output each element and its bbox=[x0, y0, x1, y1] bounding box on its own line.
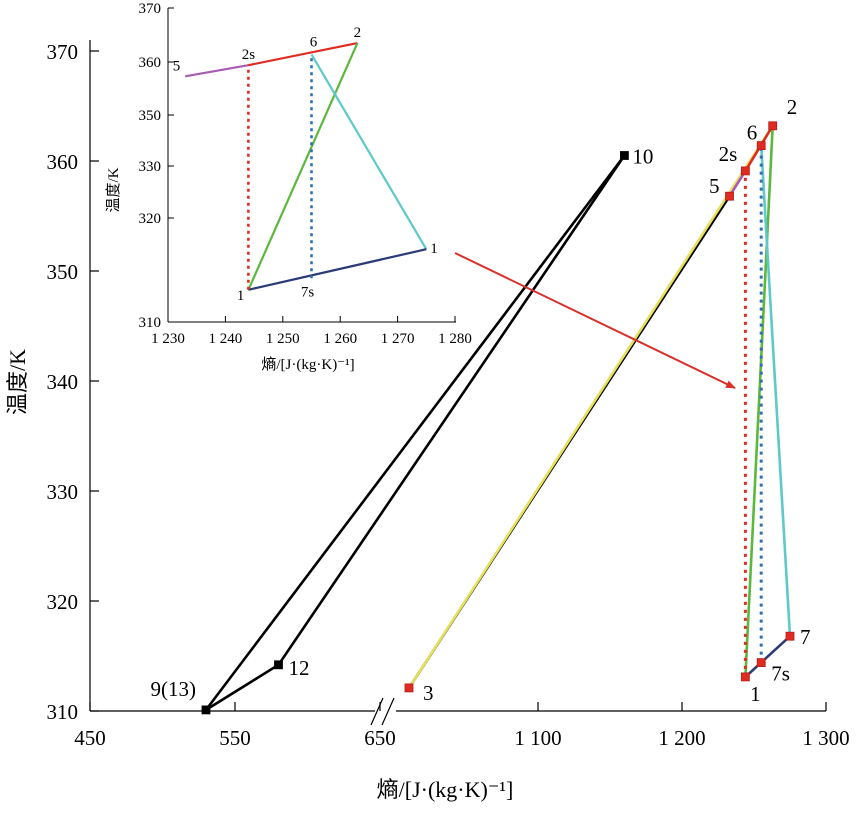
y-tick-label-340: 340 bbox=[47, 370, 79, 394]
main-series-line-6 bbox=[744, 125, 774, 677]
callout-arrow bbox=[454, 252, 736, 389]
inset-y-tick-label-360: 360 bbox=[139, 55, 162, 71]
inset-series-line-3 bbox=[310, 53, 428, 250]
inset-series-line-1 bbox=[248, 42, 358, 67]
point-label-2: 2 bbox=[787, 95, 798, 119]
inset-point-label-1-6: 1 bbox=[430, 241, 438, 257]
marker-6 bbox=[756, 141, 766, 151]
point-label-9-13: 9(13) bbox=[151, 677, 197, 701]
point-label-1: 1 bbox=[750, 682, 761, 706]
main-x-axis-title: 熵/[J·(kg·K)⁻¹] bbox=[377, 777, 514, 802]
inset-point-label-6-2: 6 bbox=[310, 34, 318, 50]
point-label-12: 12 bbox=[289, 656, 310, 680]
inset-x-ticks: 1 230 1 240 1 250 1 260 1 270 1 280 bbox=[151, 316, 472, 347]
inset-series-line-4 bbox=[248, 248, 427, 291]
main-marker-layer bbox=[201, 121, 795, 715]
axis-break-mark-2 bbox=[381, 697, 395, 726]
main-series-line-3 bbox=[407, 125, 774, 689]
main-series-layer bbox=[204, 125, 792, 712]
main-series-line-8 bbox=[744, 635, 791, 678]
point-label-7s: 7s bbox=[771, 662, 790, 686]
inset-series-line-0 bbox=[185, 64, 249, 78]
marker-7 bbox=[785, 631, 795, 641]
marker-9-13 bbox=[201, 705, 211, 715]
point-label-10: 10 bbox=[632, 145, 653, 169]
inset-y-tick-label-370: 370 bbox=[139, 1, 162, 17]
x-tick-label-650: 650 bbox=[364, 726, 396, 750]
marker-1 bbox=[740, 672, 750, 682]
inset-y-axis-title: 温度/K bbox=[105, 167, 122, 212]
point-label-3: 3 bbox=[423, 681, 434, 705]
inset-x-tick-label-1-260: 1 260 bbox=[323, 331, 357, 347]
inset-series-layer bbox=[185, 42, 428, 291]
marker-7s bbox=[756, 658, 766, 667]
inset-point-labels: 5 2s 6 2 1 7s 1 bbox=[173, 25, 438, 304]
x-tick-label-1-200: 1 200 bbox=[658, 726, 705, 750]
marker-3 bbox=[404, 683, 414, 693]
axis-break-mark-1 bbox=[370, 697, 384, 726]
inset-point-label-7s-5: 7s bbox=[301, 284, 315, 300]
inset-point-label-5-0: 5 bbox=[173, 58, 181, 74]
marker-5 bbox=[725, 191, 734, 201]
inset-x-tick-label-1-250: 1 250 bbox=[266, 331, 300, 347]
y-tick-label-320: 320 bbox=[47, 590, 79, 614]
inset-series-line-2 bbox=[247, 42, 359, 291]
inset-point-label-2s-1: 2s bbox=[242, 47, 256, 63]
marker-12 bbox=[274, 660, 283, 670]
point-label-6: 6 bbox=[747, 121, 758, 145]
main-x-ticks: 450 550 650 1 100 1 200 1 300 bbox=[74, 702, 850, 750]
x-tick-label-1-100: 1 100 bbox=[514, 726, 561, 750]
inset-x-tick-label-1-280: 1 280 bbox=[438, 331, 472, 347]
inset-x-tick-label-1-230: 1 230 bbox=[151, 331, 185, 347]
x-tick-label-1-300: 1 300 bbox=[802, 726, 849, 750]
inset-y-tick-label-330: 330 bbox=[139, 159, 162, 175]
marker-2 bbox=[768, 121, 778, 131]
main-y-axis-title: 温度/K bbox=[5, 349, 30, 415]
inset-y-tick-label-350: 350 bbox=[139, 108, 162, 124]
y-tick-label-350: 350 bbox=[47, 260, 79, 284]
inset-y-ticks: 310 320 330 350 360 370 bbox=[139, 1, 174, 331]
inset-point-label-2-3: 2 bbox=[354, 25, 362, 41]
main-series-line-0 bbox=[204, 154, 626, 711]
y-tick-label-310: 310 bbox=[47, 700, 79, 724]
main-y-ticks: 310 320 330 340 350 360 370 bbox=[47, 40, 99, 724]
inset-x-axis-title: 熵/[J·(kg·K)⁻¹] bbox=[261, 356, 354, 373]
y-tick-label-360: 360 bbox=[47, 150, 79, 174]
x-tick-label-450: 450 bbox=[74, 726, 106, 750]
point-label-7: 7 bbox=[800, 625, 811, 649]
x-tick-label-550: 550 bbox=[219, 726, 251, 750]
inset-point-label-1-4: 1 bbox=[237, 288, 245, 304]
marker-2s bbox=[740, 166, 750, 176]
marker-10 bbox=[620, 151, 629, 160]
y-tick-label-370: 370 bbox=[47, 40, 79, 64]
inset-x-tick-label-1-240: 1 240 bbox=[209, 331, 243, 347]
point-label-5: 5 bbox=[709, 174, 720, 198]
point-label-2s: 2s bbox=[719, 142, 738, 166]
y-tick-label-330: 330 bbox=[47, 480, 79, 504]
inset-y-tick-label-320: 320 bbox=[139, 211, 162, 227]
main-series-line-7 bbox=[759, 145, 792, 637]
inset-y-tick-label-310: 310 bbox=[139, 315, 162, 331]
inset-x-tick-label-1-270: 1 270 bbox=[381, 331, 415, 347]
